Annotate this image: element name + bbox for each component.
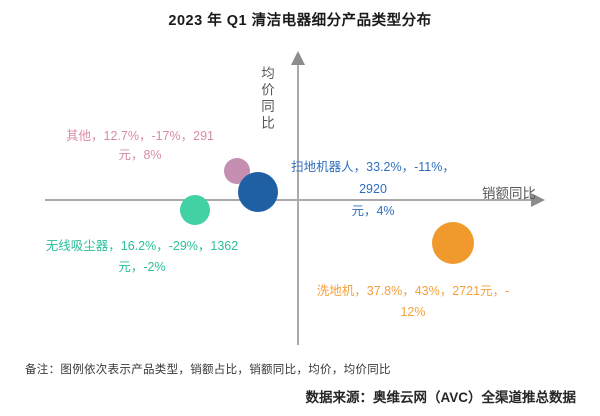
label-floor-washer: 洗地机，37.8%，43%，2721元，- 12% (315, 281, 511, 323)
label-cordless-vacuum-line2: 元，-2% (118, 260, 166, 274)
x-axis-label: 销额同比 (482, 186, 536, 201)
page-title: 2023 年 Q1 清洁电器细分产品类型分布 (168, 13, 432, 29)
label-other-line1: 其他，12.7%，-17%，291 (66, 129, 214, 143)
arrow-up-icon (291, 51, 305, 65)
y-axis-line (297, 64, 299, 345)
arrow-right-icon (531, 193, 545, 207)
y-axis-label: 均价同比 (259, 66, 274, 132)
bubble-cordless-vacuum (180, 195, 210, 225)
label-cordless-vacuum: 无线吸尘器，16.2%，-29%，1362 元，-2% (42, 236, 242, 278)
label-robot-vacuum: 扫地机器人，33.2%，-11%，2920 元，4% (283, 156, 463, 222)
x-axis-line (45, 199, 532, 201)
label-other: 其他，12.7%，-17%，291 元，8% (40, 127, 240, 165)
label-robot-vacuum-line1: 扫地机器人，33.2%，-11%，2920 (291, 160, 455, 196)
label-floor-washer-line1: 洗地机，37.8%，43%，2721元，- (316, 284, 510, 298)
bubble-floor-washer (432, 222, 474, 264)
label-robot-vacuum-line2: 元，4% (351, 204, 395, 218)
label-other-line2: 元，8% (118, 148, 162, 162)
source-text: 数据来源：奥维云网（AVC）全渠道推总数据 (305, 390, 576, 405)
label-cordless-vacuum-line1: 无线吸尘器，16.2%，-29%，1362 (45, 239, 239, 253)
note-text: 备注：图例依次表示产品类型，销额占比，销额同比，均价，均价同比 (25, 364, 391, 376)
label-floor-washer-line2: 12% (400, 305, 426, 319)
bubble-robot-vacuum (238, 172, 278, 212)
